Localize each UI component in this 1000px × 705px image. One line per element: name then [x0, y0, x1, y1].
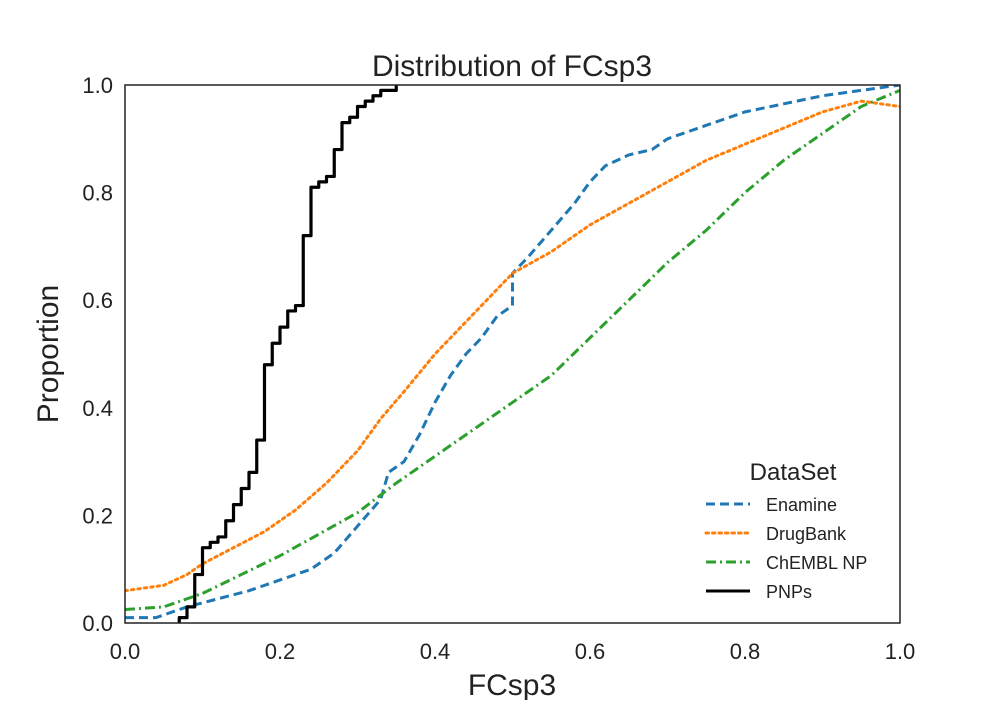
- y-tick-label: 0.2: [82, 503, 113, 528]
- x-axis-label: FCsp3: [468, 669, 556, 700]
- x-axis-ticks: 0.0 0.2 0.4 0.6 0.8 1.0: [110, 639, 916, 664]
- legend: DataSet Enamine DrugBank ChEMBL NP PNPs: [704, 459, 867, 602]
- series-line-enamine: [125, 85, 900, 620]
- x-tick-label: 0.4: [420, 639, 451, 664]
- y-tick-label: 0.8: [82, 181, 113, 206]
- series-line-pnps: [177, 85, 398, 623]
- series-line-chembl-np: [125, 88, 900, 612]
- series-line-drugbank: [125, 99, 900, 593]
- y-tick-label: 0.4: [82, 396, 113, 421]
- y-tick-label: 0.6: [82, 288, 113, 313]
- y-axis-ticks: 0.0 0.2 0.4 0.6 0.8 1.0: [82, 73, 113, 636]
- y-tick-label: 1.0: [82, 73, 113, 98]
- x-tick-label: 0.0: [110, 639, 141, 664]
- x-tick-label: 1.0: [885, 639, 916, 664]
- legend-label-drugbank: DrugBank: [766, 524, 847, 544]
- legend-items: Enamine DrugBank ChEMBL NP PNPs: [704, 495, 867, 602]
- legend-label-pnps: PNPs: [766, 582, 812, 602]
- plot-frame: [124, 84, 901, 624]
- plot-area: [124, 84, 901, 624]
- legend-title: DataSet: [750, 459, 837, 486]
- legend-label-chembl-np: ChEMBL NP: [766, 553, 867, 573]
- y-axis-label: Proportion: [32, 285, 65, 423]
- x-tick-label: 0.2: [265, 639, 296, 664]
- chart-title: Distribution of FCsp3: [372, 50, 652, 83]
- x-tick-label: 0.6: [575, 639, 606, 664]
- series-layer: [125, 85, 900, 623]
- y-tick-label: 0.0: [82, 611, 113, 636]
- x-tick-label: 0.8: [730, 639, 761, 664]
- legend-label-enamine: Enamine: [766, 495, 837, 515]
